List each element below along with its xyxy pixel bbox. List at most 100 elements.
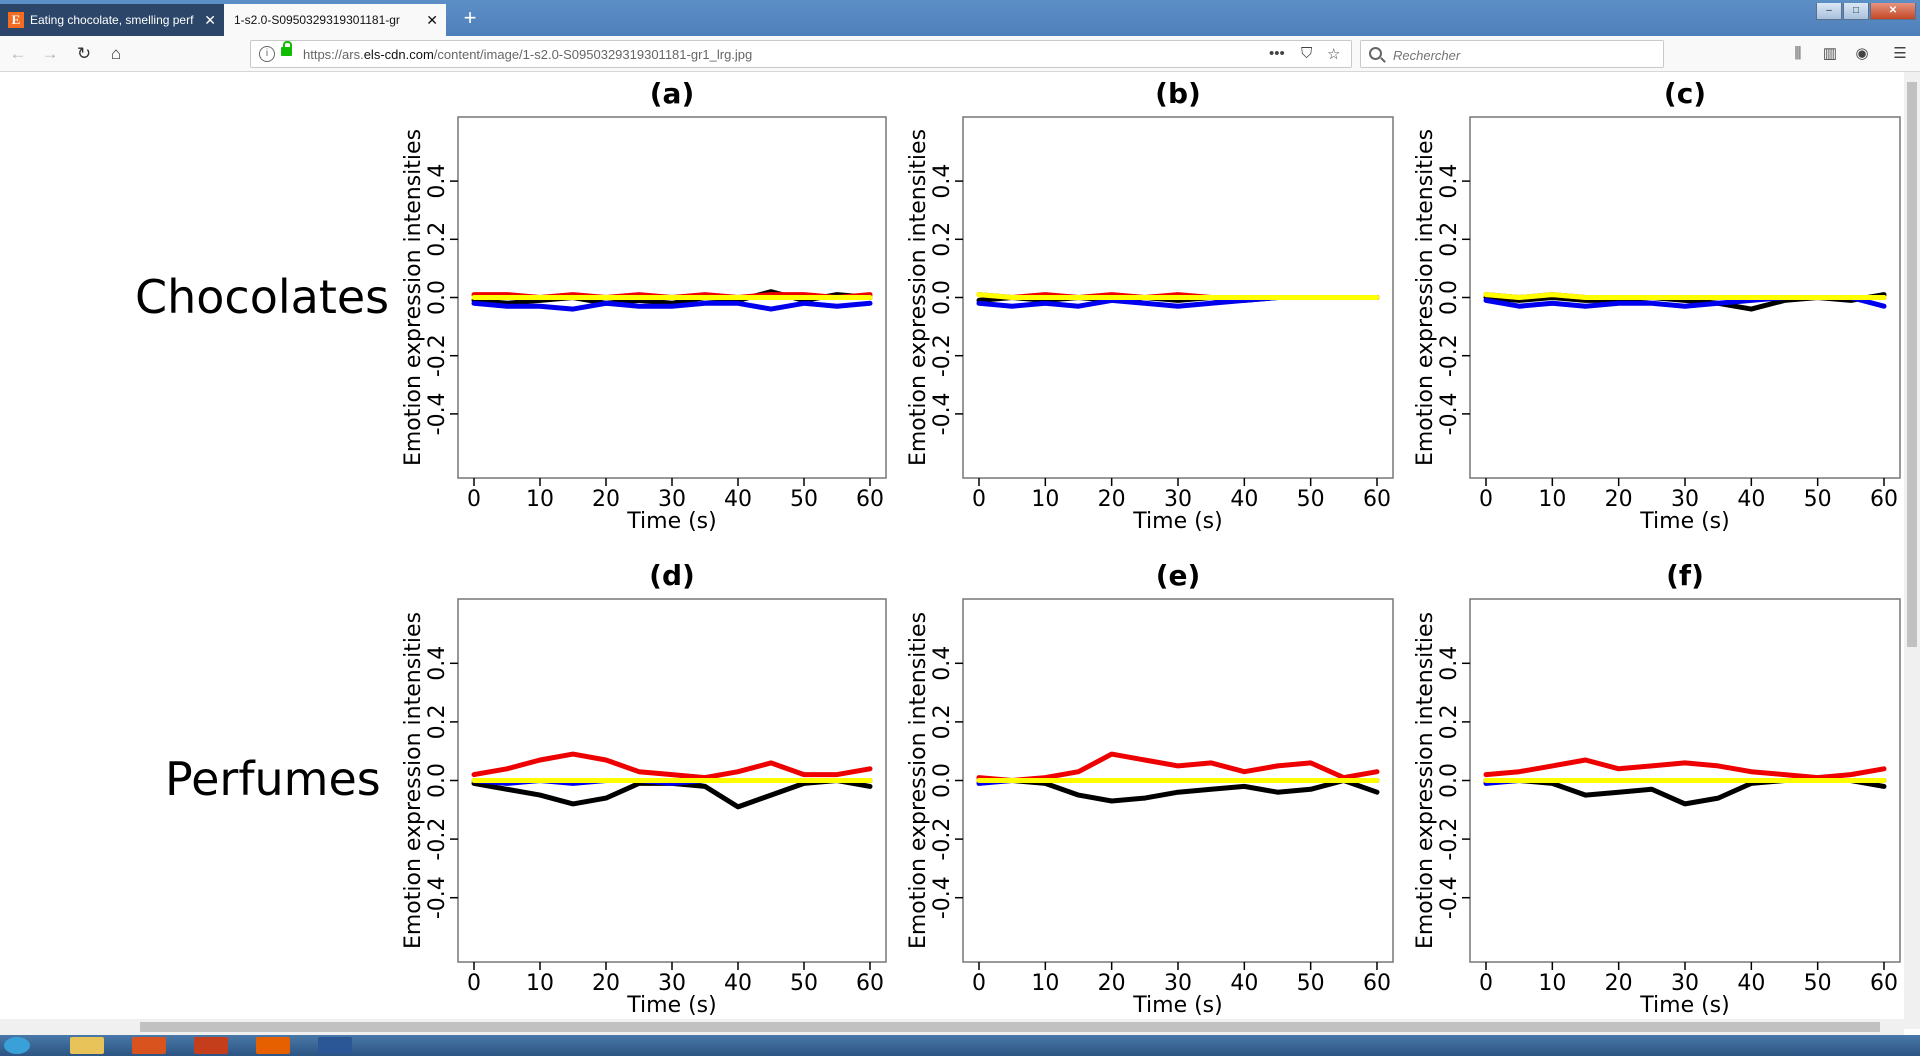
close-icon[interactable]: ✕: [426, 12, 438, 28]
y-tick-label: 0.0: [425, 280, 450, 315]
x-axis-label: Time (s): [1132, 993, 1222, 1018]
y-tick-label: 0.0: [930, 763, 955, 798]
powerpoint-icon[interactable]: [194, 1037, 228, 1054]
x-tick-label: 0: [1479, 971, 1493, 996]
x-tick-label: 40: [1230, 487, 1258, 512]
panel-title: (b): [1155, 77, 1201, 110]
explorer-icon[interactable]: [70, 1037, 104, 1054]
x-tick-label: 50: [1804, 487, 1832, 512]
panel-title: (d): [649, 559, 695, 592]
x-tick-label: 20: [592, 487, 620, 512]
app-icon[interactable]: [132, 1037, 166, 1054]
y-tick-label: -0.4: [425, 876, 450, 919]
vertical-scrollbar[interactable]: [1904, 72, 1920, 1029]
chart-panel: (d) 0 10 20 30 40 50 60 -0.4 -0.2 0.0 0.2 0.4 Time (s…: [401, 559, 887, 1018]
y-tick-label: 0.2: [425, 704, 450, 739]
firefox-icon[interactable]: [256, 1037, 290, 1054]
y-tick-label: 0.0: [425, 763, 450, 798]
row-label-perfumes: Perfumes: [165, 752, 381, 806]
x-tick-label: 50: [790, 487, 818, 512]
x-tick-label: 0: [972, 487, 986, 512]
figure-image: Chocolates Perfumes (a) 0 10 20 30 40 50 60 -0.4…: [135, 77, 1901, 1018]
chart-panel: (f) 0 10 20 30 40 50 60 -0.4 -0.2 0.0 0.2 0.4 Time (s…: [1413, 559, 1901, 1018]
x-axis-label: Time (s): [626, 509, 716, 534]
new-tab-button[interactable]: +: [463, 5, 477, 30]
panel-title: (c): [1664, 77, 1706, 110]
x-tick-label: 30: [1164, 487, 1192, 512]
x-tick-label: 30: [1671, 487, 1699, 512]
minimize-button[interactable]: –: [1816, 3, 1842, 20]
sidebar-icon[interactable]: ▥: [1822, 45, 1838, 62]
series-line: [471, 300, 873, 312]
tab-article[interactable]: E Eating chocolate, smelling perf ✕: [0, 4, 224, 36]
x-tick-label: 20: [592, 971, 620, 996]
search-bar[interactable]: [1360, 40, 1664, 68]
y-tick-label: 0.2: [1437, 704, 1462, 739]
y-tick-label: 0.2: [425, 222, 450, 257]
x-axis-label: Time (s): [626, 993, 716, 1018]
y-axis-label: Emotion expression intensities: [401, 612, 426, 949]
panel-title: (a): [650, 77, 695, 110]
x-axis-label: Time (s): [1639, 509, 1729, 534]
account-icon[interactable]: ◉: [1855, 45, 1869, 62]
forward-icon[interactable]: →: [41, 44, 59, 63]
library-icon[interactable]: ⫼: [1794, 45, 1802, 62]
word-icon[interactable]: [318, 1037, 352, 1054]
scroll-thumb[interactable]: [140, 1022, 1880, 1032]
x-tick-label: 60: [1363, 971, 1391, 996]
tab-label: Eating chocolate, smelling perf: [30, 13, 194, 27]
bookmark-star-icon[interactable]: ☆: [1327, 46, 1341, 63]
y-tick-label: -0.4: [930, 876, 955, 919]
window-close-button[interactable]: ✕: [1870, 3, 1916, 20]
url-text[interactable]: https://ars.els-cdn.com/content/image/1-…: [303, 47, 753, 62]
url-bar[interactable]: i https://ars.els-cdn.com/content/image/…: [250, 40, 1352, 68]
y-tick-label: 0.0: [1437, 280, 1462, 315]
y-axis-label: Emotion expression intensities: [401, 129, 426, 466]
image-viewer: Chocolates Perfumes (a) 0 10 20 30 40 50 60 -0.4…: [0, 72, 1904, 1029]
x-tick-label: 30: [658, 487, 686, 512]
tab-label: 1-s2.0-S0950329319301181-gr1_lrg.j: [234, 13, 400, 27]
chart-panel: (a) 0 10 20 30 40 50 60 -0.4 -0.2 0.0 0.2 0.4 Time (s…: [401, 77, 887, 534]
x-tick-label: 50: [1297, 971, 1325, 996]
x-tick-label: 40: [1737, 487, 1765, 512]
reload-icon[interactable]: ↻: [76, 44, 92, 63]
x-tick-label: 20: [1098, 971, 1126, 996]
y-tick-label: 0.2: [930, 704, 955, 739]
scroll-thumb[interactable]: [1907, 82, 1917, 647]
y-axis-label: Emotion expression intensities: [1413, 612, 1438, 949]
series-line: [1483, 292, 1887, 300]
series-line: [471, 289, 873, 306]
lock-icon: [281, 41, 292, 56]
elsevier-favicon-icon: E: [8, 12, 24, 28]
horizontal-scrollbar[interactable]: [0, 1019, 1904, 1035]
page-actions-icon[interactable]: •••: [1269, 45, 1285, 62]
y-tick-label: 0.4: [1437, 646, 1462, 681]
chart-panel: (e) 0 10 20 30 40 50 60 -0.4 -0.2 0.0 0.2 0.4 Time (s…: [906, 559, 1394, 1018]
windows-taskbar: [0, 1035, 1920, 1056]
x-tick-label: 0: [467, 971, 481, 996]
x-tick-label: 40: [1737, 971, 1765, 996]
x-tick-label: 60: [856, 971, 884, 996]
close-icon[interactable]: ✕: [204, 12, 216, 28]
x-tick-label: 30: [1164, 971, 1192, 996]
series-line: [976, 778, 1380, 804]
home-icon[interactable]: ⌂: [110, 44, 122, 63]
pocket-icon[interactable]: ⛉: [1301, 45, 1313, 62]
x-tick-label: 0: [972, 971, 986, 996]
x-tick-label: 60: [1870, 487, 1898, 512]
series-line: [976, 292, 1380, 300]
y-tick-label: -0.2: [425, 334, 450, 377]
search-input[interactable]: [1391, 44, 1655, 66]
chart-panel: (b) 0 10 20 30 40 50 60 -0.4 -0.2 0.0 0.2 0.4 Time (s…: [906, 77, 1394, 534]
menu-icon[interactable]: ☰: [1893, 45, 1907, 62]
start-button[interactable]: [4, 1037, 30, 1054]
info-icon[interactable]: i: [259, 46, 275, 62]
row-label-chocolates: Chocolates: [135, 270, 389, 324]
series-line: [471, 751, 873, 781]
back-icon[interactable]: ←: [9, 44, 27, 63]
tab-image[interactable]: 1-s2.0-S0950329319301181-gr1_lrg.j ✕: [224, 4, 446, 36]
navigation-toolbar: ← → ↻ ⌂ i https://ars.els-cdn.com/conten…: [0, 36, 1920, 72]
panel-title: (f): [1666, 559, 1704, 592]
maximize-button[interactable]: □: [1843, 3, 1869, 20]
y-tick-label: 0.2: [1437, 222, 1462, 257]
